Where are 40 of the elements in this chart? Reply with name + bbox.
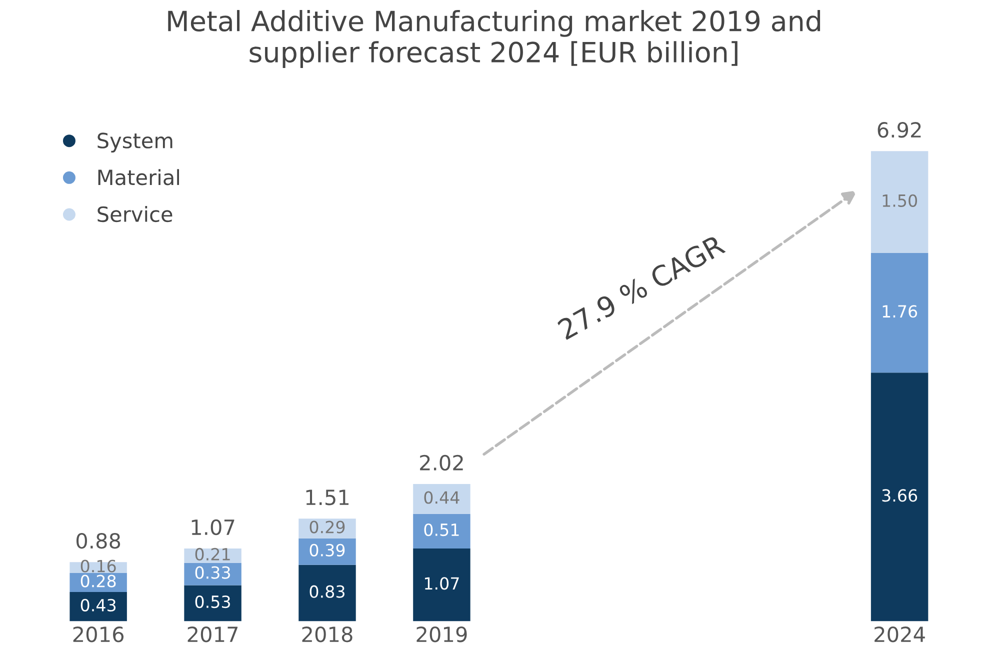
legend-label: Material: [98, 169, 179, 186]
x-tick-label: 2018: [302, 626, 352, 642]
bar: [298, 564, 356, 622]
data-label: 0.51: [424, 523, 459, 536]
bar: [298, 518, 356, 538]
x-tick-label: 2019: [416, 626, 467, 642]
data-label: 0.44: [424, 491, 460, 504]
total-label: 1.07: [192, 519, 234, 536]
total-label: 0.88: [76, 532, 120, 549]
bar: [70, 592, 127, 622]
data-label: 1.07: [424, 577, 459, 590]
data-label: 0.83: [310, 585, 344, 598]
data-label: 0.43: [80, 598, 116, 612]
data-label: 3.66: [882, 489, 918, 502]
bar: [413, 548, 470, 622]
data-label: 0.29: [310, 520, 345, 534]
x-tick-label: 2017: [188, 626, 238, 642]
total-label: 2.02: [420, 454, 463, 471]
bar: [870, 372, 928, 622]
bar: [413, 484, 470, 514]
data-label: 0.39: [310, 544, 345, 556]
bar: [870, 151, 928, 254]
data-label: 0.21: [195, 548, 230, 561]
bar: [413, 514, 470, 549]
data-label: 0.16: [80, 560, 116, 572]
x-tick-label: 2024: [874, 626, 925, 642]
total-label: 6.92: [878, 122, 921, 138]
legend-label: Service: [98, 206, 172, 222]
bar: [184, 585, 242, 622]
data-label: 0.28: [80, 574, 116, 588]
legend-label: System: [98, 132, 172, 152]
data-label: 0.53: [195, 595, 230, 608]
data-label: 1.50: [882, 194, 918, 207]
x-tick-label: 2016: [73, 626, 124, 642]
data-label: 0.33: [195, 566, 230, 579]
data-label: 1.76: [882, 305, 918, 318]
bar: [870, 253, 928, 373]
total-label: 1.51: [306, 490, 349, 506]
bar: [298, 538, 356, 565]
chart-title: Metal Additive Manufacturing market 2019 and supplier forecast 2024 [EUR billion]: [168, 10, 820, 68]
